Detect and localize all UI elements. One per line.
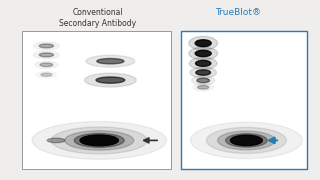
- Ellipse shape: [192, 76, 215, 85]
- Ellipse shape: [32, 122, 166, 159]
- Ellipse shape: [86, 55, 135, 67]
- Ellipse shape: [190, 122, 302, 159]
- Ellipse shape: [195, 50, 211, 57]
- Ellipse shape: [218, 131, 275, 150]
- Ellipse shape: [40, 63, 53, 67]
- Text: Conventional
Secondary Antibody: Conventional Secondary Antibody: [59, 8, 136, 28]
- Ellipse shape: [84, 73, 136, 87]
- Ellipse shape: [196, 70, 211, 75]
- Ellipse shape: [41, 73, 52, 76]
- Ellipse shape: [74, 133, 124, 147]
- Ellipse shape: [190, 67, 216, 78]
- Ellipse shape: [189, 47, 218, 60]
- Ellipse shape: [39, 53, 53, 57]
- Bar: [181, 31, 307, 169]
- Ellipse shape: [206, 127, 286, 153]
- Ellipse shape: [195, 40, 211, 47]
- Ellipse shape: [39, 44, 53, 48]
- Ellipse shape: [65, 131, 134, 150]
- Ellipse shape: [47, 138, 65, 143]
- Ellipse shape: [189, 36, 218, 50]
- Ellipse shape: [197, 78, 210, 83]
- Ellipse shape: [96, 77, 125, 83]
- Ellipse shape: [189, 57, 217, 69]
- Bar: [22, 31, 171, 169]
- Ellipse shape: [226, 134, 267, 147]
- Text: TrueBlot®: TrueBlot®: [215, 8, 261, 17]
- Ellipse shape: [196, 60, 211, 66]
- Ellipse shape: [97, 58, 124, 64]
- Ellipse shape: [198, 86, 209, 89]
- Ellipse shape: [230, 135, 262, 146]
- Ellipse shape: [51, 127, 147, 154]
- Ellipse shape: [80, 135, 118, 146]
